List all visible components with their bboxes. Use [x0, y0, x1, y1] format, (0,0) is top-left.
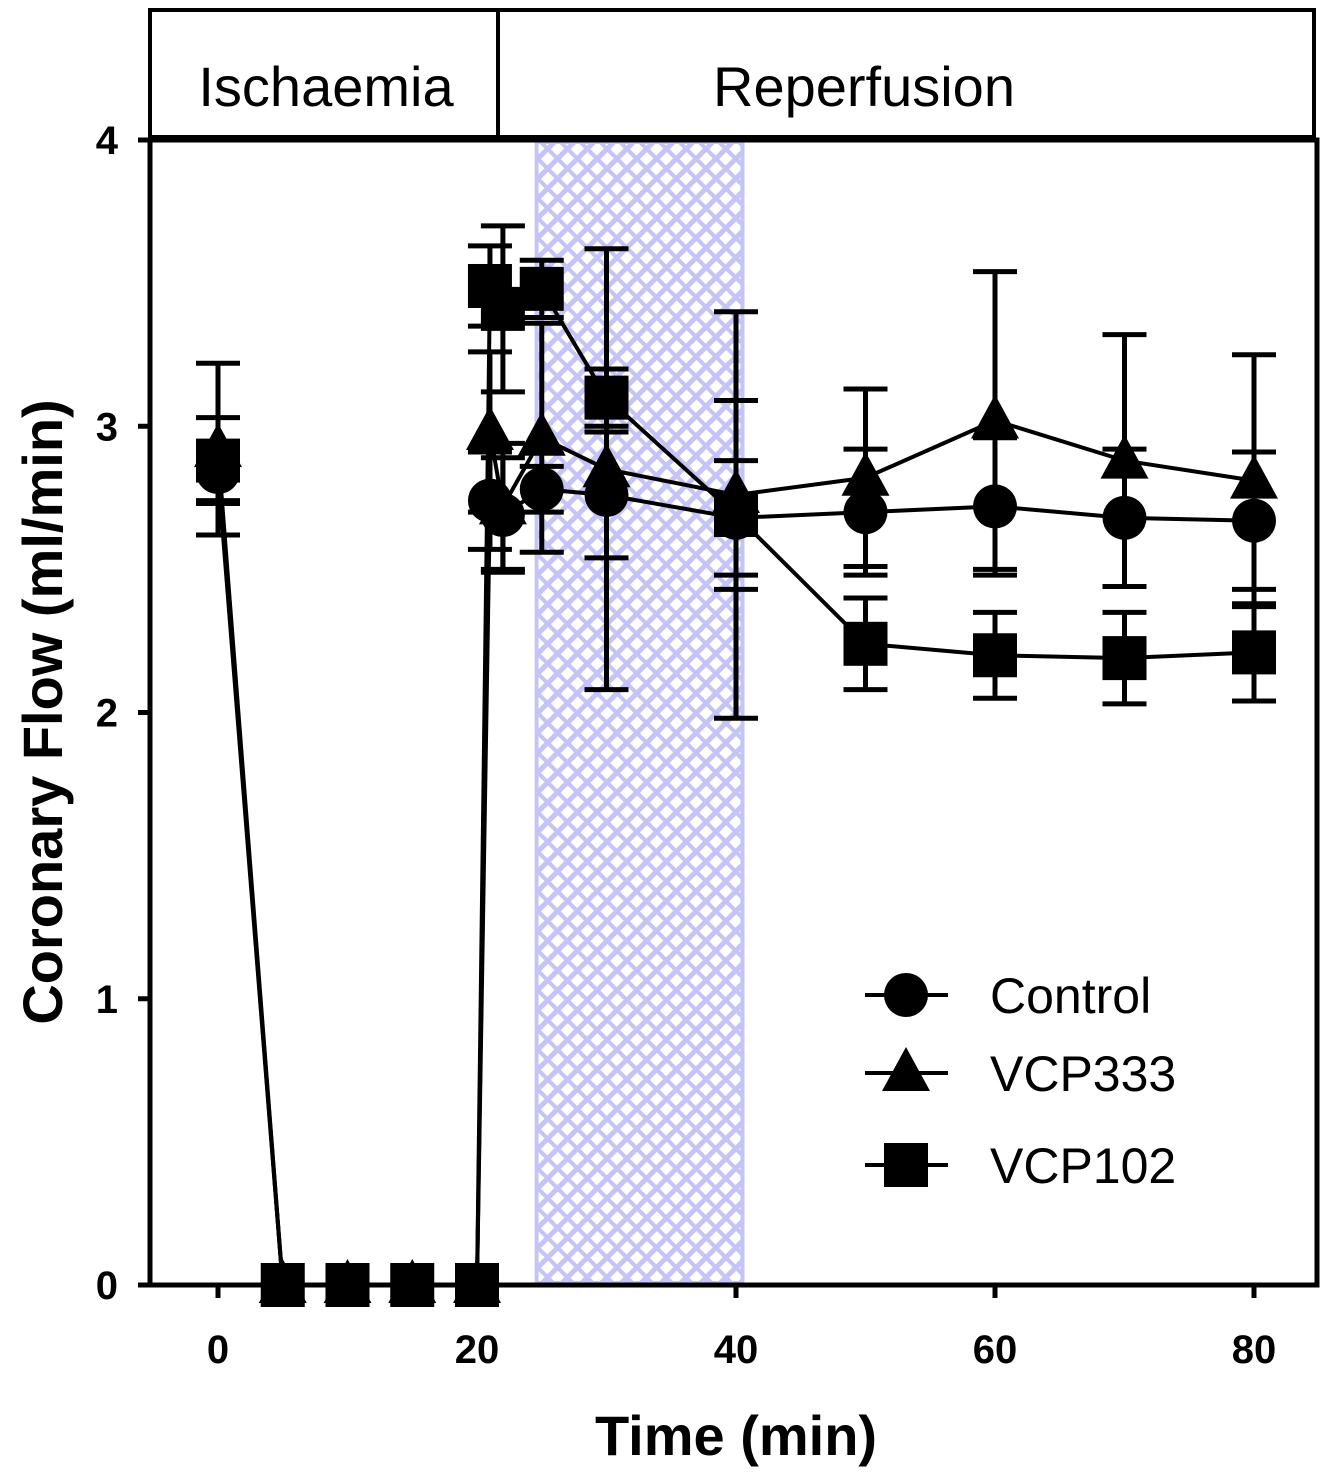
data-point-square — [1102, 636, 1147, 681]
x-tick-label: 40 — [714, 1328, 759, 1372]
y-tick-label: 2 — [96, 692, 118, 736]
data-point-triangle — [517, 411, 566, 456]
data-point-triangle — [1230, 454, 1278, 499]
series-vcp102 — [196, 223, 1276, 1307]
y-tick-label: 1 — [96, 978, 118, 1022]
data-point-square — [260, 1263, 305, 1307]
data-point-square — [455, 1263, 499, 1307]
x-tick-label: 80 — [1232, 1328, 1277, 1372]
legend-marker-square — [884, 1143, 928, 1187]
x-tick-label: 60 — [973, 1328, 1018, 1372]
data-point-square — [325, 1263, 370, 1307]
shaded-region — [534, 140, 745, 1285]
data-point-triangle — [582, 443, 631, 488]
y-axis-label: Coronary Flow (ml/min) — [11, 399, 74, 1024]
x-axis-label: Time (min) — [595, 1404, 877, 1467]
y-tick-label: 4 — [96, 119, 119, 163]
legend-marker-circle — [884, 973, 928, 1017]
data-point-square — [1232, 630, 1276, 675]
ischaemia-label: Ischaemia — [198, 55, 454, 118]
y-tick-label: 3 — [96, 405, 118, 449]
phase-band: Ischaemia Reperfusion — [148, 8, 1316, 139]
legend-marker-triangle — [882, 1047, 930, 1091]
data-point-square — [390, 1263, 435, 1307]
data-point-square — [196, 438, 240, 483]
data-point-square — [973, 633, 1017, 678]
data-point-square — [584, 375, 629, 420]
x-tick-label: 0 — [207, 1328, 229, 1372]
legend-label: VCP102 — [990, 1138, 1176, 1194]
y-tick-label: 0 — [96, 1264, 118, 1308]
data-point-square — [480, 286, 525, 331]
data-point-triangle — [1100, 434, 1149, 479]
legend-label: VCP333 — [990, 1046, 1176, 1102]
legend-label: Control — [990, 968, 1151, 1024]
data-point-square — [519, 266, 564, 311]
x-tick-label: 20 — [455, 1328, 500, 1372]
reperfusion-label: Reperfusion — [713, 55, 1015, 118]
reperfusion-box — [496, 8, 1316, 139]
data-point-triangle — [971, 394, 1019, 439]
data-point-triangle — [478, 480, 527, 525]
data-point-triangle — [841, 451, 890, 496]
data-point-square — [714, 492, 758, 537]
data-point-square — [843, 621, 888, 666]
legend: Control VCP333 VCP102 — [865, 968, 1176, 1194]
